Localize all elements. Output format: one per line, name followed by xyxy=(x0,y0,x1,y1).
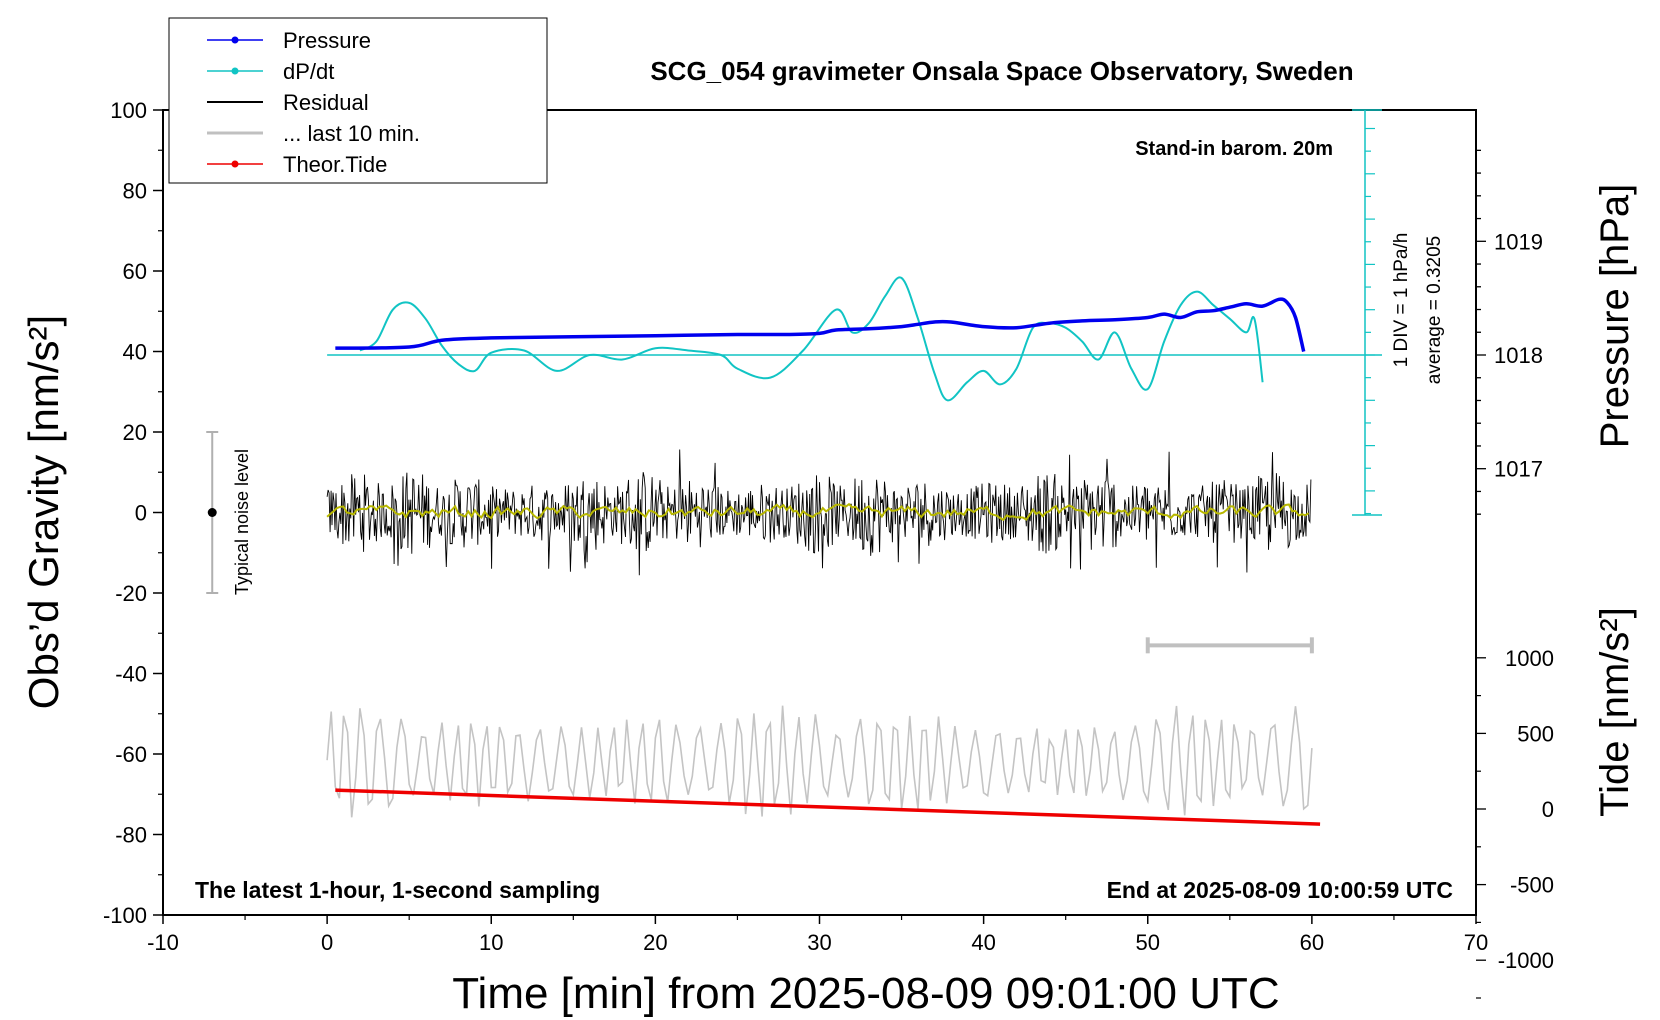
dpdt-scale-note: 1 DIV = 1 hPa/h xyxy=(1391,233,1412,368)
legend-box xyxy=(168,17,548,184)
legend-residual-label: Residual xyxy=(283,90,369,115)
tide-tick-label: -500 xyxy=(1510,873,1554,898)
tick-labels: -10 0 10 20 30 40 50 60 70100806040200-20-40-60-… xyxy=(103,98,1554,973)
x-axis-title: Time [min] from 2025-08-09 09:01:00 UTC xyxy=(452,969,1279,1018)
data-layer xyxy=(206,109,1382,826)
x-tick-label: 0 xyxy=(321,930,333,955)
noise-bar-center xyxy=(207,508,217,517)
x-tick-label: 70 xyxy=(1464,930,1488,955)
tide-axis-title: Tide [nm/s²] xyxy=(1593,607,1637,817)
legend-tide-label: Theor.Tide xyxy=(283,152,387,177)
legend-dpdt-label: dP/dt xyxy=(283,59,334,84)
pressure-tick-label: 1018 xyxy=(1494,343,1543,368)
pressure-tick-label: 1017 xyxy=(1494,457,1543,482)
residual-smoothed-line xyxy=(326,502,1310,522)
tide-tick-label: 500 xyxy=(1517,721,1554,746)
end-time-note: End at 2025-08-09 10:00:59 UTC xyxy=(1107,877,1453,903)
y-tick-label: -40 xyxy=(115,662,147,687)
pressure-tick-label: 1019 xyxy=(1494,229,1543,254)
sampling-note: The latest 1-hour, 1-second sampling xyxy=(195,877,600,903)
barometer-note: Stand-in barom. 20m xyxy=(1135,138,1333,160)
y-tick-label: 0 xyxy=(135,501,147,526)
tide-tick-label: -1000 xyxy=(1498,948,1554,973)
axes-ticks xyxy=(153,109,1486,999)
dpdt-average-note: average = 0.3205 xyxy=(1424,236,1445,384)
noise-level-label: Typical noise level xyxy=(232,449,252,595)
x-tick-label: 40 xyxy=(971,930,995,955)
x-tick-label: 10 xyxy=(479,930,503,955)
tide-tick-label: 0 xyxy=(1542,797,1554,822)
pressure-line xyxy=(335,297,1306,353)
tide-tick-label: 1000 xyxy=(1505,646,1554,671)
x-tick-label: 30 xyxy=(807,930,831,955)
tide-line xyxy=(335,788,1321,826)
y-tick-label: 60 xyxy=(123,259,147,284)
legend-last10-label: ... last 10 min. xyxy=(283,121,420,146)
y-tick-label: -20 xyxy=(115,581,147,606)
x-tick-label: -10 xyxy=(147,930,179,955)
dpdt-line xyxy=(359,276,1264,402)
legend: Pressure dP/dt Residual ... last 10 min.… xyxy=(168,17,548,184)
y-tick-label: -80 xyxy=(115,823,147,848)
pressure-axis-title: Pressure [hPa] xyxy=(1593,184,1637,449)
legend-pressure-label: Pressure xyxy=(283,28,371,53)
y-tick-label: -60 xyxy=(115,742,147,767)
x-tick-label: 20 xyxy=(643,930,667,955)
legend-pressure-marker xyxy=(231,36,239,44)
x-tick-label: 60 xyxy=(1300,930,1324,955)
y-tick-label: 80 xyxy=(123,179,147,204)
legend-tide-marker xyxy=(231,160,239,168)
y-tick-label: 20 xyxy=(123,420,147,445)
chart-title: SCG_054 gravimeter Onsala Space Observat… xyxy=(650,56,1353,86)
x-tick-label: 50 xyxy=(1136,930,1160,955)
legend-dpdt-marker xyxy=(231,67,239,75)
gray-trace-line xyxy=(326,705,1313,818)
y-tick-label: 40 xyxy=(123,340,147,365)
y-tick-label: 100 xyxy=(110,98,147,123)
y-axis-title: Obs’d Gravity [nm/s²] xyxy=(20,315,67,709)
y-tick-label: -100 xyxy=(103,903,147,928)
